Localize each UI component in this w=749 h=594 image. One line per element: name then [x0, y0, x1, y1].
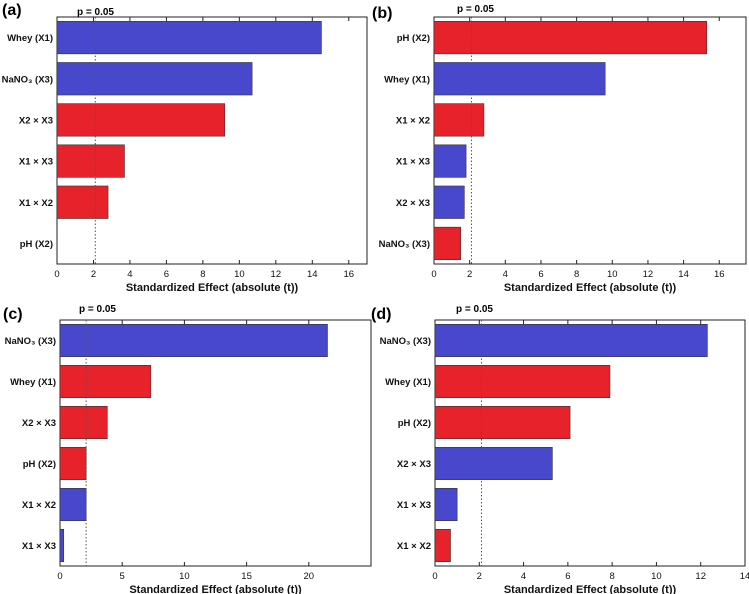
category-label: X1 × X2 [397, 541, 431, 552]
x-tick-label: 4 [127, 269, 132, 280]
category-label: X1 × X3 [19, 157, 53, 168]
panel-letter: (d) [371, 306, 391, 323]
bar [434, 447, 553, 480]
x-tick-label: 10 [651, 571, 662, 582]
category-label: pH (X2) [398, 418, 431, 429]
x-tick-label: 6 [538, 269, 543, 280]
category-label: NaNO₃ (X3) [380, 336, 431, 347]
x-tick-label: 10 [234, 269, 245, 280]
plot-frame [56, 16, 368, 265]
x-tick-label: 2 [467, 269, 472, 280]
plot-frame [59, 319, 372, 567]
x-tick-label: 2 [91, 269, 96, 280]
x-tick-label: 14 [307, 269, 318, 280]
category-label: Whey (X1) [384, 74, 430, 85]
x-tick-label: 10 [179, 571, 190, 582]
threshold-label: p = 0.05 [79, 304, 116, 315]
x-tick-label: 0 [57, 571, 62, 582]
bar [433, 144, 467, 178]
bar [56, 21, 322, 55]
x-axis-label: Standardized Effect (absolute (t)) [129, 584, 302, 594]
bar [59, 447, 87, 480]
bar [433, 103, 485, 137]
panel-letter: (b) [372, 5, 392, 22]
x-tick-label: 4 [521, 571, 526, 582]
category-label: X1 × X2 [22, 500, 56, 511]
x-axis-label: Standardized Effect (absolute (t)) [126, 282, 299, 294]
bar [56, 103, 226, 137]
x-tick-label: 0 [54, 269, 59, 280]
panel-letter: (c) [3, 306, 23, 323]
panel-d: NaNO₃ (X3) Whey (X1) pH (X2) X2 × X3 X1 × X3… [371, 304, 749, 594]
x-tick-label: 6 [164, 269, 169, 280]
category-label: X2 × X3 [397, 459, 431, 470]
category-label: Whey (X1) [7, 33, 53, 44]
x-tick-label: 12 [643, 269, 654, 280]
threshold-label: p = 0.05 [457, 4, 494, 15]
category-label: X1 × X3 [396, 157, 430, 168]
plot-frame [433, 16, 747, 265]
x-tick-label: 14 [740, 571, 749, 582]
bar [434, 406, 571, 439]
x-tick-label: 20 [304, 571, 315, 582]
x-tick-label: 2 [477, 571, 482, 582]
category-label: pH (X2) [23, 459, 56, 470]
bar [56, 185, 109, 219]
x-tick-label: 8 [609, 571, 614, 582]
panel-c: NaNO₃ (X3) Whey (X1) X2 × X3 pH (X2) X1 × X2… [3, 304, 372, 594]
threshold-label: p = 0.05 [77, 7, 114, 18]
x-tick-label: 14 [678, 269, 689, 280]
bar [433, 226, 462, 260]
bar [56, 144, 125, 178]
category-label: NaNO₃ (X3) [2, 74, 53, 85]
threshold-label: p = 0.05 [456, 304, 493, 315]
bar [433, 21, 708, 55]
category-label: Whey (X1) [385, 377, 431, 388]
x-tick-label: 0 [432, 571, 437, 582]
category-label: pH (X2) [397, 33, 430, 44]
category-label: NaNO₃ (X3) [379, 239, 430, 250]
bar [434, 488, 458, 521]
category-label: Whey (X1) [10, 377, 56, 388]
panel-b: pH (X2) Whey (X1) X1 × X2 X1 × X3 X2 × X3 NaN… [372, 4, 747, 294]
bar [433, 185, 465, 219]
x-tick-label: 8 [200, 269, 205, 280]
x-tick-label: 8 [574, 269, 579, 280]
x-tick-label: 16 [343, 269, 354, 280]
x-axis-label: Standardized Effect (absolute (t)) [504, 584, 677, 594]
bar [56, 62, 253, 96]
plot-frame [434, 319, 746, 567]
category-label: NaNO₃ (X3) [5, 336, 56, 347]
category-label: X1 × X2 [19, 198, 53, 209]
category-label: X2 × X3 [19, 115, 53, 126]
bar [59, 488, 87, 521]
x-tick-label: 12 [695, 571, 706, 582]
category-label: X1 × X3 [397, 500, 431, 511]
x-tick-label: 4 [503, 269, 508, 280]
category-label: X1 × X3 [22, 541, 56, 552]
x-tick-label: 0 [431, 269, 436, 280]
category-label: X2 × X3 [22, 418, 56, 429]
bar [434, 324, 708, 357]
x-tick-label: 16 [714, 269, 725, 280]
bar [59, 406, 108, 439]
bar [434, 365, 611, 398]
category-label: X1 × X2 [396, 115, 430, 126]
x-tick-label: 6 [565, 571, 570, 582]
x-tick-label: 10 [607, 269, 618, 280]
bar [59, 529, 65, 562]
bar [433, 62, 606, 96]
x-tick-label: 12 [271, 269, 282, 280]
bar [434, 529, 451, 562]
bar [59, 324, 328, 357]
bar [59, 365, 152, 398]
panel-letter: (a) [2, 2, 22, 19]
x-tick-label: 5 [120, 571, 125, 582]
category-label: pH (X2) [20, 239, 53, 250]
panel-a: Whey (X1) NaNO₃ (X3) X2 × X3 X1 × X3 X1 × X2… [2, 2, 368, 294]
category-label: X2 × X3 [396, 198, 430, 209]
x-axis-label: Standardized Effect (absolute (t)) [504, 282, 677, 294]
x-tick-label: 15 [241, 571, 252, 582]
